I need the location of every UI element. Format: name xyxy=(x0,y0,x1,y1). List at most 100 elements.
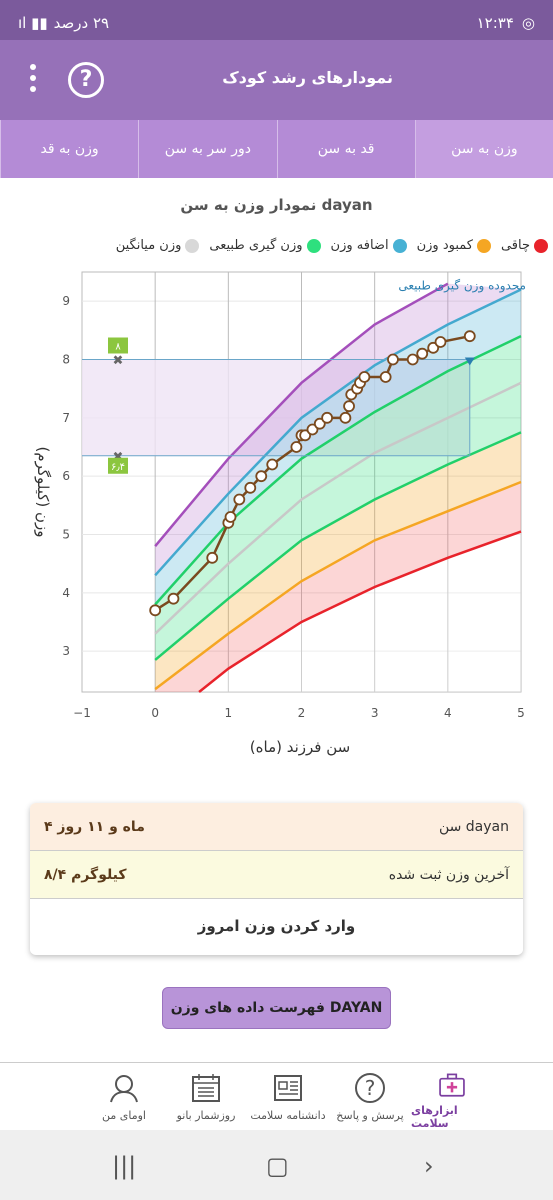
y-tick-label: 7 xyxy=(62,411,70,425)
child-weight-point xyxy=(463,330,476,343)
legend-dot-obese xyxy=(534,238,548,253)
child-weight-point xyxy=(339,411,352,424)
x-axis-label: سن فرزند (ماه) xyxy=(250,738,350,756)
legend-item-obese: چاقی xyxy=(501,238,548,253)
child-weight-point xyxy=(379,371,392,383)
tab-weight-for-height[interactable]: وزن به قد xyxy=(0,120,138,178)
legend-item-average: وزن میانگین xyxy=(116,238,200,253)
child-weight-point xyxy=(266,458,279,471)
profile-icon xyxy=(110,1075,138,1103)
enter-weight-button[interactable]: وارد کردن وزن امروز xyxy=(30,899,523,953)
status-right: ۱۲:۳۴ ◎ xyxy=(477,14,535,32)
overflow-menu-icon[interactable] xyxy=(30,64,38,97)
nav-label: اومای من xyxy=(102,1109,146,1122)
whatsapp-icon: ◎ xyxy=(521,14,535,32)
child-weight-point xyxy=(358,371,371,383)
medkit-icon xyxy=(439,1073,465,1097)
curve-green_upper xyxy=(154,335,522,606)
child-weight-point xyxy=(416,347,429,360)
nav-label: ابزارهای سلامت xyxy=(411,1104,458,1130)
x-tick-label: 4 xyxy=(444,706,452,720)
child-weight-point xyxy=(255,470,268,483)
range-marker-badge xyxy=(108,337,128,354)
x-tick-label: −1 xyxy=(73,706,91,720)
nav-encyclopedia[interactable]: دانشنامه سلامت xyxy=(247,1063,329,1130)
range-label: محدوده وزن گیری طبیعی xyxy=(398,279,526,294)
band-overweight xyxy=(155,289,521,605)
x-tick-label: 1 xyxy=(225,706,233,720)
tab-head-for-age[interactable]: دور سر به سن xyxy=(138,120,276,178)
page-title: نمودارهای رشد کودک xyxy=(222,68,393,87)
legend-item-normal: وزن گیری طبیعی xyxy=(209,238,321,253)
range-marker-cross: ✖ xyxy=(113,354,124,369)
band-normal xyxy=(155,336,521,660)
child-weight-point xyxy=(167,592,180,605)
status-left: ۲۹ درصد ▮▮ ıl xyxy=(18,14,109,32)
clock-text: ۱۲:۳۴ xyxy=(476,14,514,32)
signal-icon: ▮▮ ıl xyxy=(18,14,48,32)
recents-icon[interactable]: ||| xyxy=(112,1152,137,1180)
y-tick-label: 9 xyxy=(62,294,70,308)
status-bar: ۲۹ درصد ▮▮ ıl ۱۲:۳۴ ◎ xyxy=(0,0,553,40)
child-weight-point xyxy=(290,441,303,453)
age-row: سن dayan ۴ ماه و ۱۱ روز xyxy=(30,803,523,851)
curve-purple xyxy=(154,282,449,547)
y-tick-label: 3 xyxy=(62,644,70,658)
tab-height-for-age[interactable]: قد به سن xyxy=(276,120,415,178)
range-marker-label: ۶٫۴ xyxy=(111,462,125,473)
bottom-nav: ابزارهای سلامت ? پرسش و پاسخ دانشنامه سل… xyxy=(0,1062,553,1130)
age-value: ۴ ماه و ۱۱ روز xyxy=(44,818,145,835)
nav-qa[interactable]: ? پرسش و پاسخ xyxy=(329,1063,411,1130)
child-weight-point xyxy=(206,551,219,564)
battery-text: ۲۹ درصد xyxy=(53,14,110,32)
weight-row: آخرین وزن ثبت شده ۸/۴ کیلوگرم xyxy=(30,851,523,899)
child-weight-point xyxy=(321,411,334,424)
nav-calendar[interactable]: روزشمار بانو xyxy=(165,1063,247,1130)
weight-list-button[interactable]: فهرست داده های وزن DAYAN xyxy=(162,987,391,1029)
legend-label: وزن میانگین xyxy=(115,238,182,253)
nav-label: دانشنامه سلامت xyxy=(250,1109,326,1122)
child-weight-point xyxy=(149,604,162,617)
x-tick-label: 0 xyxy=(151,706,159,720)
legend-label: چاقی xyxy=(500,238,530,253)
legend-item-underweight: کمبود وزن xyxy=(417,238,491,253)
curve-median xyxy=(154,381,522,635)
range-marker-label: ۸ xyxy=(115,342,121,353)
child-weight-point xyxy=(343,400,355,413)
y-axis-label: وزن (کیلوگرم) xyxy=(34,446,52,537)
child-weight-point xyxy=(244,481,257,494)
band-bottom xyxy=(155,531,521,692)
legend-dot-average xyxy=(185,238,200,253)
curve-green_lower xyxy=(154,431,522,661)
chart-tabs: وزن به سن قد به سن دور سر به سن وزن به ق… xyxy=(0,120,553,178)
legend-item-overweight: اضافه وزن xyxy=(331,238,407,253)
y-tick-label: 8 xyxy=(62,353,70,367)
home-icon[interactable]: ▢ xyxy=(266,1152,289,1180)
range-arrow xyxy=(464,357,475,366)
y-tick-label: 6 xyxy=(62,469,70,483)
svg-text:?: ? xyxy=(365,1076,376,1100)
child-weight-point xyxy=(406,353,419,366)
x-tick-label: 3 xyxy=(371,706,379,720)
x-tick-label: 2 xyxy=(298,706,306,720)
range-marker-badge xyxy=(108,457,128,474)
legend-label: وزن گیری طبیعی xyxy=(209,238,303,253)
band-underweight xyxy=(155,432,521,690)
app-bar: ? نمودارهای رشد کودک xyxy=(0,40,553,120)
nav-health-tools[interactable]: ابزارهای سلامت xyxy=(411,1063,493,1130)
legend-label: اضافه وزن xyxy=(330,238,389,253)
newspaper-icon xyxy=(274,1075,302,1101)
weight-value: ۸/۴ کیلوگرم xyxy=(44,866,127,883)
y-tick-label: 5 xyxy=(62,528,70,542)
tab-weight-for-age[interactable]: وزن به سن xyxy=(414,120,553,178)
band-severe xyxy=(155,482,521,692)
nav-label: روزشمار بانو xyxy=(176,1109,236,1122)
range-marker-cross: ✖ xyxy=(113,450,124,465)
back-icon[interactable]: › xyxy=(424,1152,434,1180)
help-button[interactable]: ? xyxy=(68,62,104,98)
help-icon: ? xyxy=(79,67,93,92)
age-label: سن dayan xyxy=(438,818,509,835)
x-tick-label: 5 xyxy=(517,706,525,720)
curve-orange xyxy=(154,480,522,691)
nav-profile[interactable]: اومای من xyxy=(83,1063,165,1130)
